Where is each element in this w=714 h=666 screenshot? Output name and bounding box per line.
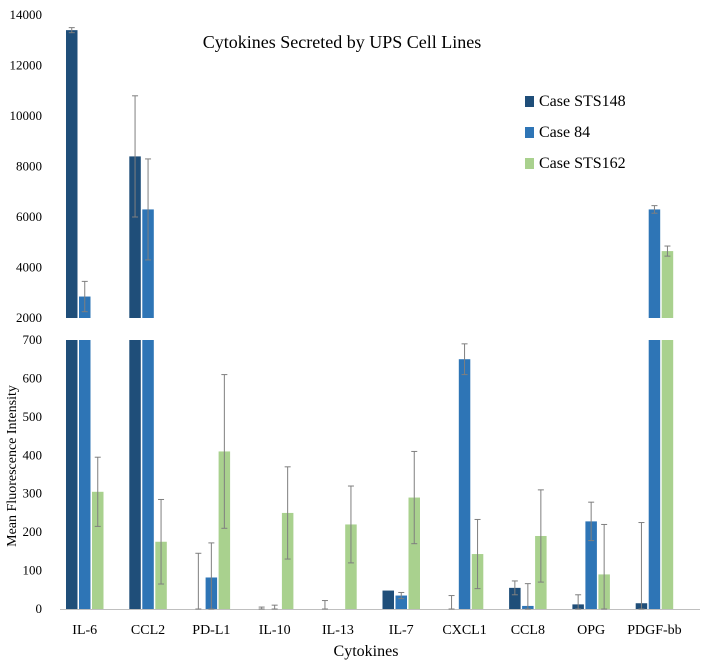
bar-case-sts148-ccl2 — [129, 340, 141, 609]
y-tick-label: 300 — [23, 486, 43, 501]
x-tick-label: IL-13 — [322, 623, 354, 638]
y-tick-label: 0 — [36, 601, 43, 616]
x-tick-label: CCL2 — [131, 623, 165, 638]
chart-title: Cytokines Secreted by UPS Cell Lines — [203, 32, 481, 52]
bar-case-84-il-7 — [395, 595, 407, 609]
legend-label: Case 84 — [539, 124, 590, 141]
bar-case-sts162-il-10 — [281, 512, 294, 609]
y-tick-label: 14000 — [10, 7, 43, 22]
legend-label: Case STS162 — [539, 155, 626, 172]
legend-swatch — [525, 96, 534, 107]
bar-upper-case-sts148-il-6 — [66, 30, 78, 319]
bar-upper-case-sts148-ccl2 — [129, 156, 141, 318]
axis-break — [44, 319, 700, 340]
y-axis-label: Mean Fluorescence Intensity — [5, 385, 20, 547]
y-tick-label: 200 — [23, 524, 43, 539]
bar-case-84-opg — [585, 521, 597, 609]
bar-case-sts162-il-7 — [408, 497, 420, 609]
y-tick-label: 10000 — [10, 108, 43, 123]
x-tick-label: IL-7 — [389, 623, 414, 638]
legend-swatch — [525, 127, 534, 138]
x-tick-label: PD-L1 — [192, 623, 230, 638]
bar-case-sts162-pd-l1 — [218, 451, 231, 609]
y-tick-label: 700 — [23, 332, 43, 347]
bar-case-84-ccl2 — [142, 340, 154, 609]
y-tick-label: 12000 — [10, 58, 43, 73]
y-tick-label: 6000 — [16, 209, 42, 224]
y-tick-label: 2000 — [16, 310, 42, 325]
legend-label: Case STS148 — [539, 93, 626, 110]
y-tick-label: 500 — [23, 409, 43, 424]
bar-case-sts162-pdgf-bb — [661, 340, 674, 609]
legend-swatch — [525, 158, 534, 169]
error-bars — [68, 27, 671, 610]
x-axis-label: Cytokines — [334, 643, 399, 660]
bar-case-84-pdgf-bb — [648, 340, 661, 609]
bar-case-84-cxcl1 — [458, 359, 471, 609]
upper-y-axis: 2000 4000 6000 8000 10000 12000 14000 — [10, 7, 43, 325]
y-tick-label: 400 — [23, 447, 43, 462]
x-tick-label: PDGF-bb — [627, 623, 681, 638]
x-tick-label: IL-10 — [259, 623, 291, 638]
bar-case-sts148-il-7 — [382, 590, 394, 609]
x-tick-label: CCL8 — [511, 623, 545, 638]
x-tick-label: OPG — [577, 623, 605, 638]
x-tick-labels: IL-6 CCL2 PD-L1 IL-10 IL-13 IL-7 CXCL1 CCL8 OPG P… — [72, 623, 681, 638]
bar-case-sts162-il-6 — [92, 491, 104, 609]
legend: Case STS148 Case 84 Case STS162 — [525, 93, 626, 172]
y-tick-label: 4000 — [16, 260, 42, 275]
bar-case-sts148-il-6 — [66, 340, 78, 609]
bar-upper-case-84-ccl2 — [142, 209, 154, 318]
x-tick-label: CXCL1 — [442, 623, 486, 638]
bar-marks — [44, 30, 700, 609]
bar-case-sts148-ccl8 — [509, 587, 521, 609]
y-tick-label: 100 — [23, 563, 43, 578]
y-tick-label: 8000 — [16, 159, 42, 174]
bar-case-84-il-6 — [79, 340, 91, 609]
x-tick-label: IL-6 — [72, 623, 97, 638]
y-tick-label: 600 — [23, 370, 43, 385]
bar-case-sts162-il-13 — [345, 524, 357, 609]
bar-upper-case-84-pdgf-bb — [648, 209, 661, 318]
bar-upper-case-sts162-pdgf-bb — [661, 251, 674, 318]
lower-y-axis: 0 100 200 300 400 500 600 700 — [23, 332, 700, 616]
